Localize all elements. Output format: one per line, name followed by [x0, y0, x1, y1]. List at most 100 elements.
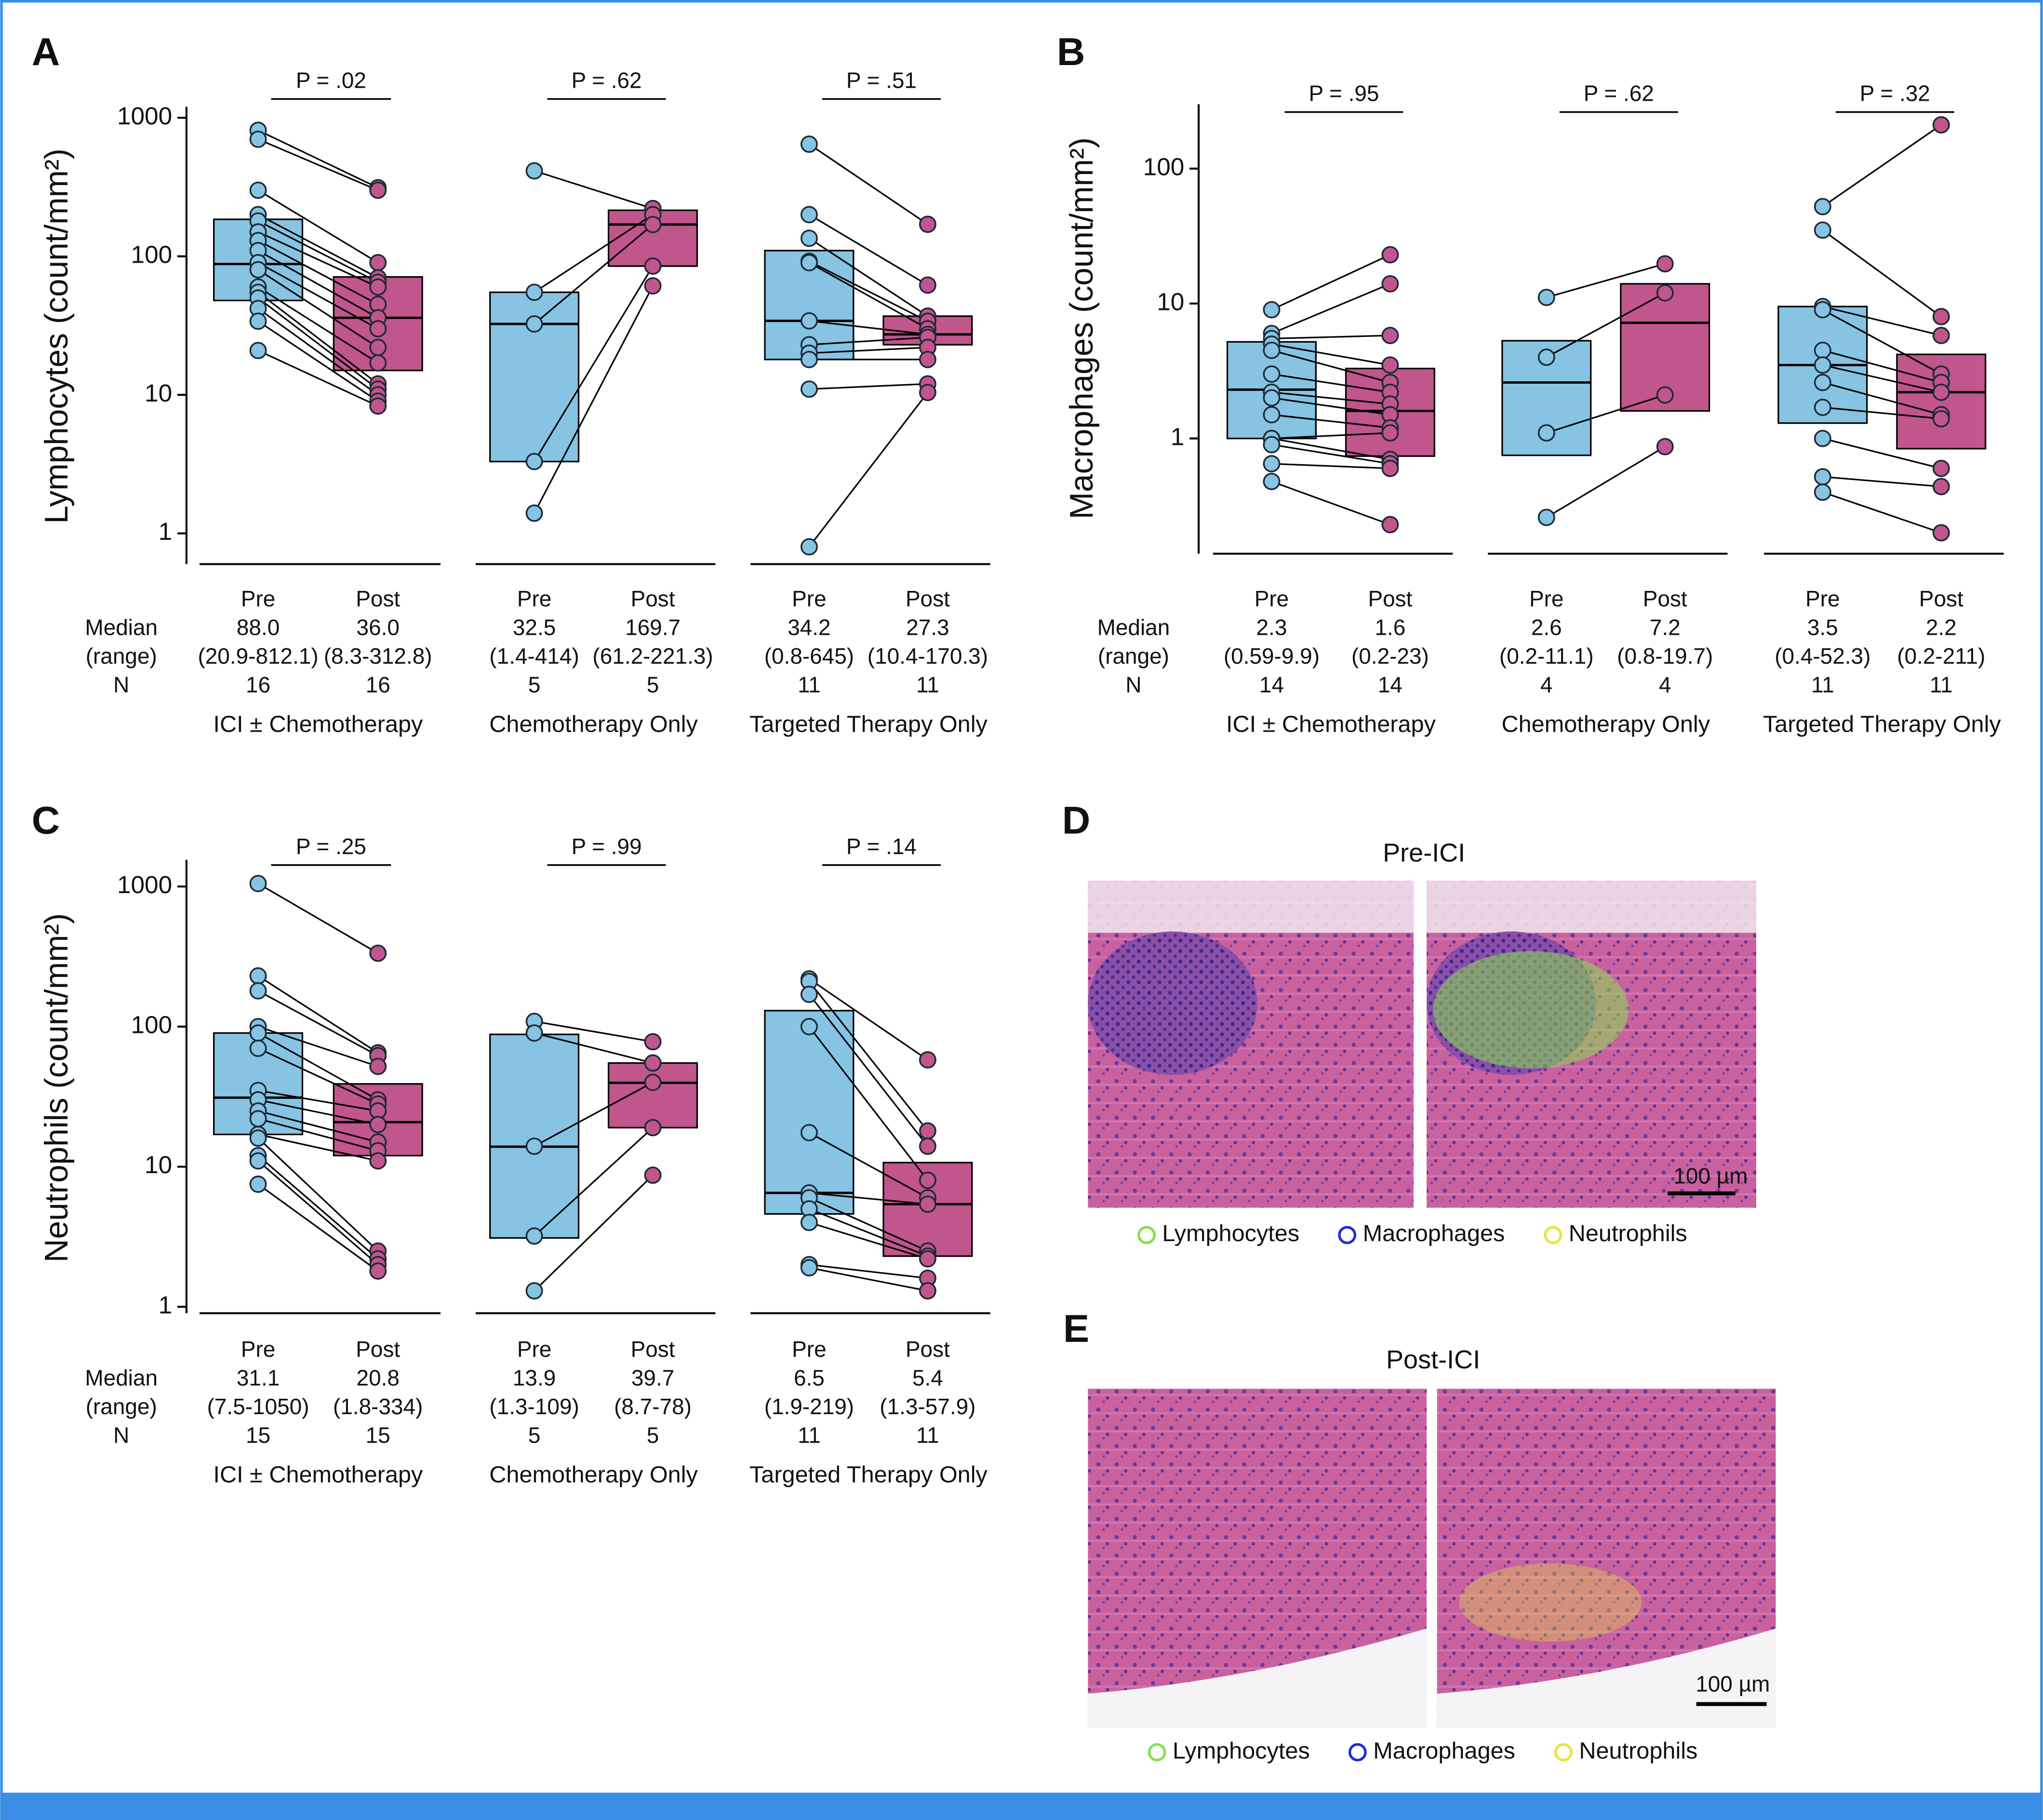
point [249, 1129, 267, 1147]
median-label: 88.0 [237, 615, 280, 640]
point [919, 1138, 936, 1155]
point [369, 338, 387, 356]
point [1932, 524, 1950, 542]
point [644, 257, 662, 275]
point [369, 397, 387, 415]
y-axis-label: Macrophages (count/mm²) [1064, 137, 1100, 519]
point [1932, 459, 1950, 477]
y-tick-label: 1 [1171, 423, 1185, 450]
pair-line [809, 1197, 928, 1252]
pair-line [1271, 373, 1390, 393]
legend-marker [1338, 1226, 1357, 1245]
point [1263, 406, 1281, 424]
pair-line [809, 320, 928, 335]
point [1814, 483, 1831, 501]
point [1381, 275, 1399, 293]
legend-marker [1348, 1743, 1367, 1762]
chart-panel: B Macrophages (count/mm²) 1 10 100 Median (ran… [1057, 30, 2004, 737]
point [1814, 399, 1831, 416]
median-label: 6.5 [794, 1365, 825, 1391]
pair-line [1822, 306, 1942, 336]
point [525, 162, 543, 180]
pair-line [257, 286, 379, 364]
pair-line [257, 1138, 379, 1252]
point [369, 278, 387, 296]
arm-name: Post [1368, 586, 1412, 611]
y-tick-label: 1000 [117, 871, 172, 898]
legend-label: Lymphocytes [1173, 1738, 1310, 1764]
panel-label: B [1057, 30, 1085, 74]
group-name: Targeted Therapy Only [749, 1461, 988, 1487]
pair-line [809, 237, 928, 317]
point [1263, 389, 1281, 407]
pair-line [1822, 364, 1942, 393]
pair-line [1822, 229, 1942, 318]
arm-name: Pre [792, 586, 826, 611]
scale-bar-label: 100 µm [1673, 1164, 1748, 1189]
pair-line [1822, 476, 1941, 488]
point [1381, 424, 1399, 442]
point [1656, 284, 1674, 302]
point [369, 354, 387, 372]
row-label: N [1125, 672, 1141, 697]
neutrophil-overlay [1459, 1563, 1642, 1642]
y-tick-label: 10 [145, 1151, 172, 1178]
pair-line [809, 1192, 928, 1205]
pair-line [1271, 349, 1390, 384]
point [919, 1250, 936, 1268]
pair-line [1822, 406, 1941, 420]
legend-label: Neutrophils [1569, 1220, 1687, 1246]
point [1932, 478, 1950, 495]
point [800, 985, 818, 1003]
pair-line [808, 993, 929, 1147]
point [249, 130, 267, 148]
arm-name: Post [631, 1337, 675, 1362]
pair-line [1271, 443, 1390, 465]
point [919, 1122, 936, 1140]
pair-line [257, 240, 379, 305]
range-label: (10.4-170.3) [868, 643, 988, 669]
panel-label: C [32, 799, 60, 843]
chart-panel: C Neutrophils (count/mm²) 1 10 100 1000 Median… [32, 799, 990, 1487]
pair-line [809, 1208, 928, 1257]
point [249, 342, 267, 360]
point [1814, 341, 1831, 359]
point [1263, 436, 1281, 454]
range-label: (0.8-645) [764, 643, 854, 669]
pair-line [257, 1047, 378, 1105]
n-label: 11 [916, 1422, 939, 1447]
pair-line [534, 285, 654, 514]
panel-label: E [1063, 1307, 1089, 1351]
p-value: P = .14 [846, 834, 917, 859]
median-label: 2.3 [1256, 615, 1287, 640]
point [369, 1116, 387, 1134]
point [1381, 327, 1399, 344]
pair-line [257, 138, 378, 191]
row-label: Median [85, 1365, 158, 1391]
point [249, 1039, 267, 1057]
point [644, 1119, 662, 1137]
point [249, 1110, 267, 1128]
range-label: (61.2-221.3) [592, 643, 713, 669]
pair-line [257, 231, 378, 288]
group-name: Chemotherapy Only [1501, 711, 1710, 737]
point [1814, 198, 1831, 215]
point [525, 283, 543, 301]
point [800, 350, 818, 368]
point [369, 1152, 387, 1170]
pair-line [534, 214, 654, 293]
point [249, 1024, 267, 1042]
n-label: 4 [1540, 672, 1553, 697]
y-axis-label: Neutrophils (count/mm²) [39, 913, 75, 1263]
legend-label: Neutrophils [1579, 1738, 1697, 1764]
pair-line [1271, 391, 1390, 405]
median-label: 34.2 [788, 615, 830, 640]
pair-line [1822, 349, 1942, 384]
y-tick-label: 10 [145, 379, 172, 407]
point [800, 254, 818, 271]
pair-line [808, 1026, 929, 1181]
median-label: 27.3 [906, 615, 949, 640]
pair-line [809, 1221, 928, 1260]
p-value: P = .95 [1309, 80, 1379, 106]
